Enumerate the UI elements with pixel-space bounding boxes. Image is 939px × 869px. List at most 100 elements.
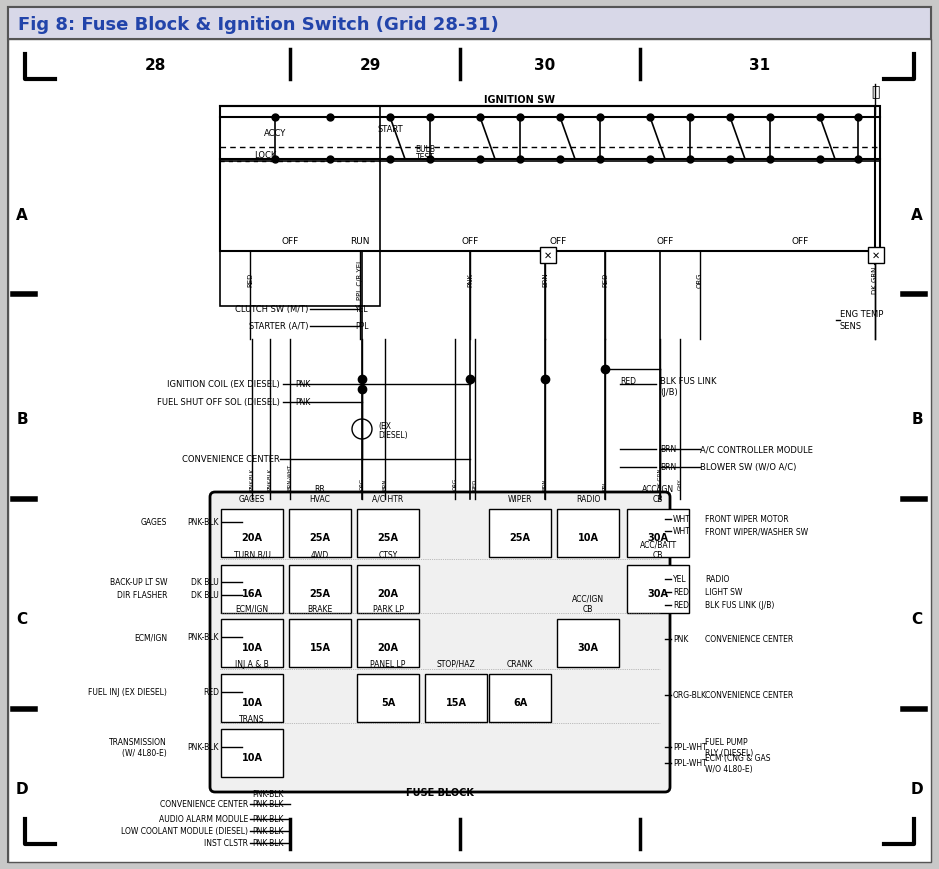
Text: PNK-BLK: PNK-BLK <box>250 468 254 489</box>
Text: 10A: 10A <box>241 753 263 762</box>
Text: ORG: ORG <box>360 477 364 489</box>
Bar <box>221 620 283 667</box>
Text: STARTER (A/T): STARTER (A/T) <box>249 322 308 331</box>
Text: BULB: BULB <box>415 145 435 155</box>
Text: TRANS: TRANS <box>239 714 265 723</box>
Text: BRN: BRN <box>382 478 388 489</box>
Text: WHT: WHT <box>673 515 691 524</box>
Text: DK GRN: DK GRN <box>872 266 878 294</box>
Text: GHY: GHY <box>678 478 683 489</box>
Text: PNK-BLK: PNK-BLK <box>188 518 219 527</box>
Text: B: B <box>16 412 28 427</box>
Text: FUSE BLOCK: FUSE BLOCK <box>406 787 474 797</box>
Text: C: C <box>912 612 922 627</box>
Text: 15A: 15A <box>445 697 467 707</box>
Bar <box>220 107 380 307</box>
Text: PPL-WHT: PPL-WHT <box>673 743 707 752</box>
Text: ⏚: ⏚ <box>870 85 879 99</box>
Bar <box>221 674 283 722</box>
Text: 25A: 25A <box>310 533 331 542</box>
Text: RED: RED <box>620 377 636 386</box>
Text: ✕: ✕ <box>872 251 880 261</box>
Text: ENG TEMP: ENG TEMP <box>840 310 884 319</box>
Bar <box>357 674 419 722</box>
Text: RED: RED <box>602 273 608 287</box>
Text: ACC/BATT
CB: ACC/BATT CB <box>639 540 677 560</box>
Text: PNK-BLK: PNK-BLK <box>268 468 272 489</box>
Text: IGNITION COIL (EX DIESEL): IGNITION COIL (EX DIESEL) <box>167 380 280 389</box>
Bar <box>289 566 351 614</box>
Text: OFF: OFF <box>549 237 566 246</box>
Text: 6A: 6A <box>513 697 527 707</box>
Text: PNK: PNK <box>467 273 473 287</box>
Text: (EX: (EX <box>378 422 391 431</box>
Text: OFF: OFF <box>282 237 299 246</box>
Bar <box>489 509 551 557</box>
Text: A/C CONTROLLER MODULE: A/C CONTROLLER MODULE <box>700 445 813 454</box>
Text: CRANK: CRANK <box>507 660 533 668</box>
Bar <box>627 509 689 557</box>
Text: FRONT WIPER MOTOR: FRONT WIPER MOTOR <box>705 515 789 524</box>
Text: ✕: ✕ <box>544 251 552 261</box>
Text: 30A: 30A <box>648 588 669 599</box>
Bar <box>357 566 419 614</box>
Text: BRN-WHT: BRN-WHT <box>287 463 293 489</box>
Text: CONVENIENCE CENTER: CONVENIENCE CENTER <box>705 634 793 644</box>
Text: PNK-BLK: PNK-BLK <box>188 633 219 642</box>
Text: RADIO: RADIO <box>576 494 600 503</box>
Text: RADIO: RADIO <box>705 574 730 584</box>
Text: TRANSMISSION
(W/ 4L80-E): TRANSMISSION (W/ 4L80-E) <box>109 738 167 757</box>
Text: LIGHT SW: LIGHT SW <box>705 587 743 597</box>
Text: BRN: BRN <box>660 445 676 454</box>
Text: FUEL SHUT OFF SOL (DIESEL): FUEL SHUT OFF SOL (DIESEL) <box>157 398 280 407</box>
Bar <box>868 248 884 263</box>
Text: D: D <box>16 781 28 797</box>
Text: 20A: 20A <box>377 642 398 653</box>
Text: YEL: YEL <box>355 305 369 314</box>
Text: ECM/IGN: ECM/IGN <box>134 633 167 642</box>
Text: RED: RED <box>472 478 478 489</box>
Text: PPL-WHT: PPL-WHT <box>673 759 707 767</box>
Text: ORG: ORG <box>453 477 457 489</box>
Text: GAGES: GAGES <box>239 494 265 503</box>
Text: DIESEL): DIESEL) <box>378 431 408 440</box>
Bar <box>220 107 880 162</box>
Text: 10A: 10A <box>577 533 598 542</box>
Text: PNK: PNK <box>673 634 688 644</box>
Text: 25A: 25A <box>510 533 531 542</box>
Text: CTSY: CTSY <box>378 550 397 560</box>
Text: DK BLU: DK BLU <box>192 591 219 600</box>
Text: TURN B/U: TURN B/U <box>234 550 270 560</box>
Bar <box>540 248 556 263</box>
Text: A/C HTR: A/C HTR <box>373 494 404 503</box>
Text: PNK-BLK: PNK-BLK <box>252 799 284 808</box>
Text: 15A: 15A <box>310 642 331 653</box>
Text: 30A: 30A <box>577 642 598 653</box>
Text: 10A: 10A <box>241 697 263 707</box>
Text: LOCK: LOCK <box>254 150 276 159</box>
Text: STOP/HAZ: STOP/HAZ <box>437 660 475 668</box>
Text: ACC/IGN
CB: ACC/IGN CB <box>642 484 674 503</box>
Text: PANEL LP: PANEL LP <box>370 660 406 668</box>
Text: BACK-UP LT SW: BACK-UP LT SW <box>110 578 167 587</box>
Text: Fig 8: Fuse Block & Ignition Switch (Grid 28-31): Fig 8: Fuse Block & Ignition Switch (Gri… <box>18 16 499 34</box>
Text: FUEL PUMP
RLY (DIESEL): FUEL PUMP RLY (DIESEL) <box>705 738 753 757</box>
Text: A: A <box>911 208 923 222</box>
Text: PNK: PNK <box>295 380 311 389</box>
Text: 30: 30 <box>534 57 556 72</box>
Text: RED: RED <box>247 273 253 287</box>
Text: (J/B): (J/B) <box>660 388 678 397</box>
Text: GAGES: GAGES <box>141 518 167 527</box>
Bar <box>425 674 487 722</box>
Text: PNK-BLK: PNK-BLK <box>252 814 284 824</box>
Text: PNK-BLK: PNK-BLK <box>188 743 219 752</box>
Bar <box>357 509 419 557</box>
Bar <box>221 729 283 777</box>
Text: ORG-BLK: ORG-BLK <box>673 691 707 700</box>
Text: 25A: 25A <box>377 533 398 542</box>
Text: ECM (CNG & GAS
W/O 4L80-E): ECM (CNG & GAS W/O 4L80-E) <box>705 753 771 773</box>
Bar <box>557 620 619 667</box>
Bar <box>289 620 351 667</box>
Text: BRAKE: BRAKE <box>307 604 332 614</box>
Text: DK BLU: DK BLU <box>192 578 219 587</box>
